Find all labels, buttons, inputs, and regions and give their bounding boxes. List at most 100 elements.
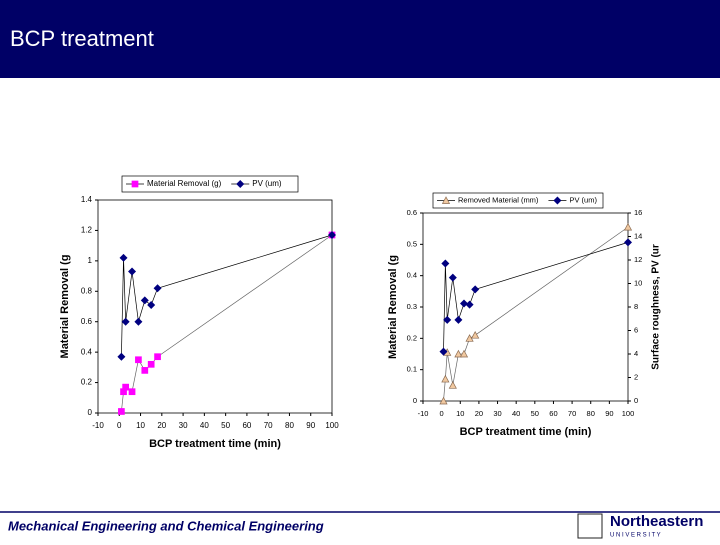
marker [134, 317, 143, 326]
marker [448, 381, 457, 389]
x-tick-label: -10 [418, 409, 429, 418]
y2-tick-label: 12 [634, 255, 642, 264]
slide-title: BCP treatment [10, 26, 154, 51]
x-tick-label: 40 [512, 409, 520, 418]
y-tick-label: 0.4 [81, 347, 93, 356]
y-tick-label: 0.6 [81, 317, 93, 326]
logo-sub: U N I V E R S I T Y [610, 533, 661, 539]
y2-tick-label: 10 [634, 278, 642, 287]
y-axis-label: Material Removal (g [59, 255, 71, 359]
marker [465, 334, 474, 342]
plot-frame [97, 199, 333, 414]
x-tick-label: 20 [157, 421, 166, 430]
legend-box [432, 192, 604, 209]
marker [154, 353, 161, 361]
series-line [443, 226, 629, 402]
marker [121, 317, 130, 326]
marker [471, 285, 480, 294]
marker [140, 296, 149, 305]
marker [459, 349, 469, 358]
legend-marker [236, 180, 245, 188]
marker [460, 299, 468, 308]
legend-box [121, 175, 299, 193]
marker [141, 367, 149, 374]
marker [147, 360, 155, 368]
marker [135, 356, 142, 364]
marker [465, 300, 474, 309]
marker [471, 330, 480, 339]
y2-tick-label: 14 [634, 231, 642, 240]
x-tick-label: 90 [306, 421, 315, 430]
marker [454, 349, 463, 358]
y-tick-label: 0.1 [407, 365, 417, 374]
x-tick-label: 100 [325, 421, 339, 430]
header-band [0, 0, 720, 78]
marker [128, 267, 137, 276]
legend-label: Removed Material (mm) [458, 195, 539, 204]
x-tick-label: 70 [568, 409, 576, 418]
marker [117, 352, 126, 361]
y2-tick-label: 0 [634, 396, 638, 405]
x-tick-label: 20 [475, 409, 483, 418]
footer-text: Mechanical Engineering and Chemical Engi… [8, 518, 324, 533]
logo-text: Northeastern [610, 513, 703, 530]
marker [128, 388, 136, 396]
y2-tick-label: 16 [634, 208, 642, 217]
x-tick-label: 80 [285, 421, 294, 430]
legend-label: PV (um) [569, 195, 597, 204]
y-tick-label: 0 [413, 396, 417, 405]
x-tick-label: 30 [493, 409, 501, 418]
y2-axis-label: Surface roughness, PV (ur [651, 244, 662, 370]
marker [623, 222, 633, 231]
x-tick-label: 100 [622, 409, 635, 418]
x-axis-label: BCP treatment time (min) [460, 426, 592, 438]
marker [147, 300, 156, 309]
y-tick-label: 1 [88, 256, 93, 265]
marker [441, 374, 450, 383]
marker [439, 396, 448, 405]
y-tick-label: 0.3 [407, 302, 417, 311]
marker [153, 284, 162, 293]
y-axis-label: Material Removal (g [387, 255, 399, 359]
x-tick-label: 70 [264, 421, 273, 430]
marker [443, 315, 452, 324]
y-tick-label: 0.4 [407, 271, 417, 280]
y-tick-label: 0.2 [81, 378, 93, 387]
x-tick-label: 30 [179, 421, 188, 430]
logo-icon [577, 513, 603, 539]
x-tick-label: 60 [242, 421, 251, 430]
y2-tick-label: 4 [634, 349, 638, 358]
x-tick-label: 90 [605, 409, 613, 418]
x-tick-label: 10 [456, 409, 464, 418]
marker [454, 315, 463, 324]
x-axis-label: BCP treatment time (min) [149, 438, 281, 450]
marker [328, 230, 336, 239]
marker [624, 238, 632, 247]
marker [118, 408, 125, 415]
x-tick-label: 10 [136, 421, 145, 430]
x-tick-label: 80 [587, 409, 595, 418]
series-line [121, 234, 333, 412]
x-tick-label: 0 [117, 421, 122, 430]
y-tick-label: 1.2 [81, 226, 93, 235]
y-tick-label: 0.2 [407, 333, 417, 342]
y-tick-label: 0.6 [407, 208, 417, 217]
plot-frame [422, 212, 629, 402]
x-tick-label: 40 [200, 421, 209, 430]
series-line [121, 234, 333, 357]
y-tick-label: 0.5 [407, 239, 417, 248]
y-tick-label: 0 [88, 408, 93, 417]
x-tick-label: 60 [549, 409, 557, 418]
y-tick-label: 0.8 [81, 286, 93, 295]
marker [441, 259, 450, 268]
y2-tick-label: 2 [634, 372, 638, 381]
marker [439, 347, 448, 356]
legend-label: PV (um) [252, 179, 282, 188]
legend-marker [553, 196, 562, 205]
x-tick-label: -10 [92, 421, 104, 430]
x-tick-label: 50 [531, 409, 539, 418]
marker [119, 253, 128, 262]
legend-marker [441, 196, 451, 204]
legend-label: Material Removal (g) [147, 179, 222, 188]
